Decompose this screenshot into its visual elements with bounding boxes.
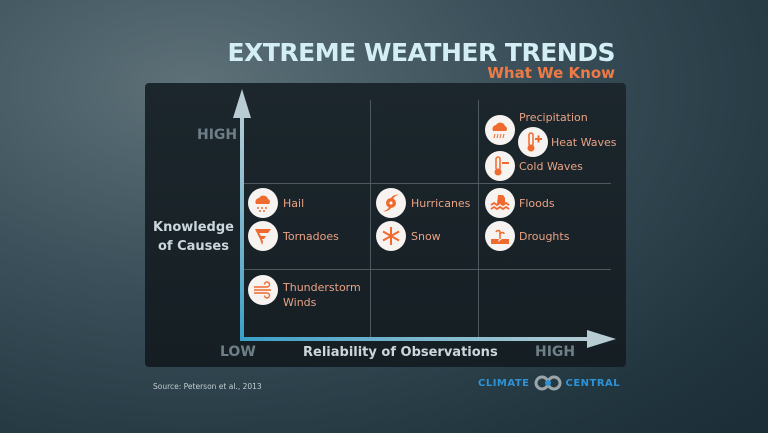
snowflake-icon	[376, 221, 406, 251]
y-axis-title-line1: Knowledge	[153, 220, 234, 235]
wind-icon	[248, 275, 278, 305]
thermometer-minus-icon	[485, 151, 515, 181]
x-axis-arrow	[587, 330, 616, 348]
grid-line-vertical	[478, 100, 479, 338]
x-axis-low-label: LOW	[220, 344, 256, 360]
y-axis-arrow	[233, 89, 251, 118]
climate-central-logo: CLIMATE CENTRAL	[478, 375, 620, 391]
item-label-floods: Floods	[519, 197, 555, 210]
flood-icon	[485, 188, 515, 218]
y-axis-high-label: HIGH	[197, 127, 238, 143]
y-axis-line	[240, 112, 244, 341]
x-axis-title: Reliability of Observations	[303, 345, 498, 360]
item-label-tornadoes: Tornadoes	[283, 230, 339, 243]
item-label-line2: Winds	[283, 296, 317, 309]
item-label-cold-waves: Cold Waves	[519, 160, 583, 173]
y-axis-title-line2: of Causes	[158, 239, 229, 254]
grid-line-vertical	[370, 100, 371, 338]
drought-icon	[485, 221, 515, 251]
page-subtitle: What We Know	[487, 64, 615, 82]
item-label-precipitation: Precipitation	[519, 111, 588, 124]
tornado-icon	[248, 221, 278, 251]
item-label-droughts: Droughts	[519, 230, 570, 243]
logo-rings-icon	[534, 375, 561, 391]
item-label-hurricanes: Hurricanes	[411, 197, 471, 210]
source-citation: Source: Peterson et al., 2013	[153, 382, 262, 391]
item-label-heat-waves: Heat Waves	[551, 136, 617, 149]
item-label-hail: Hail	[283, 197, 305, 210]
y-axis-title: Knowledge of Causes	[153, 218, 234, 256]
x-axis-high-label: HIGH	[535, 344, 576, 360]
page-title: EXTREME WEATHER TRENDS	[227, 38, 615, 67]
thermometer-plus-icon	[518, 127, 548, 157]
logo-text-left: CLIMATE	[478, 377, 530, 389]
item-label-line1: Thunderstorm	[283, 281, 361, 294]
item-label-snow: Snow	[411, 230, 441, 243]
logo-text-right: CENTRAL	[565, 377, 621, 389]
item-label-thunderstorm-winds: Thunderstorm Winds	[283, 280, 361, 310]
hail-cloud-icon	[248, 188, 278, 218]
grid-line-horizontal	[243, 183, 611, 184]
rain-cloud-icon	[485, 115, 515, 145]
grid-line-horizontal	[243, 269, 611, 270]
x-axis-line	[240, 337, 595, 341]
hurricane-icon	[376, 188, 406, 218]
